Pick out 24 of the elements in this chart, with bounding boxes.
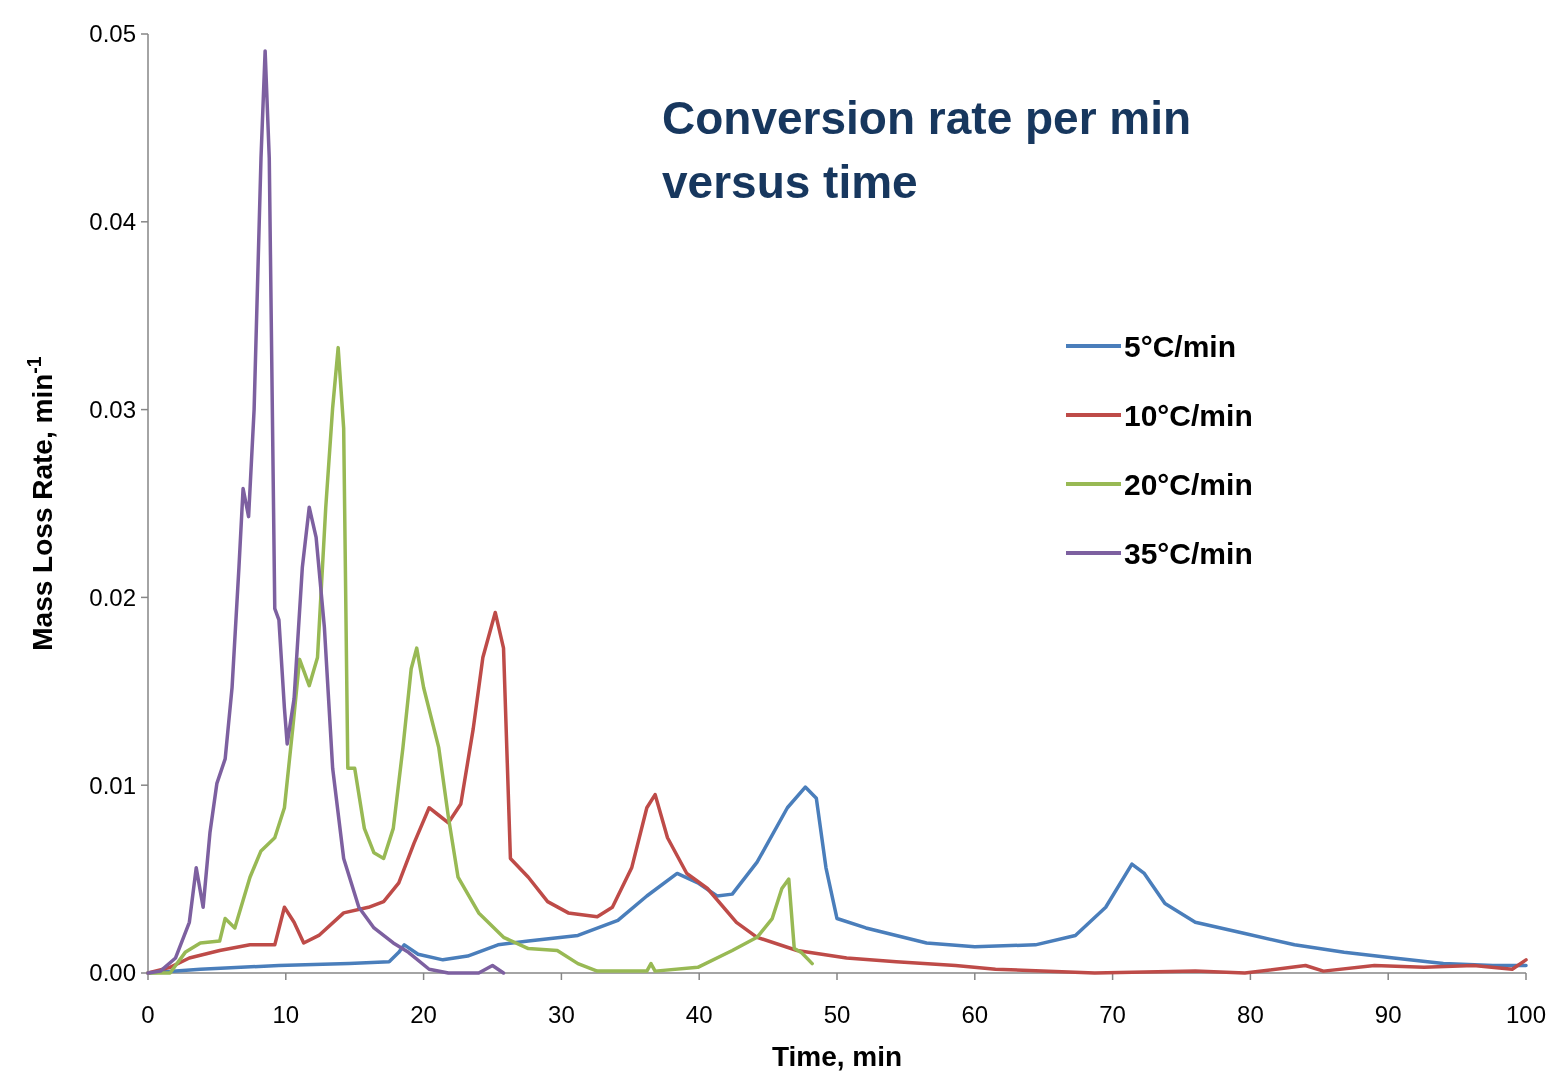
x-tick-label: 50: [823, 1001, 851, 1028]
y-tick-label: 0.00: [89, 959, 136, 987]
y-tick-label: 0.04: [89, 208, 136, 236]
y-tick-label: 0.01: [89, 771, 136, 799]
x-tick-label: 20: [410, 1001, 437, 1028]
x-axis-title: Time, min: [771, 1041, 903, 1072]
x-tick-label: 60: [961, 1001, 989, 1028]
y-tick-label: 0.03: [89, 396, 136, 423]
text: Conversion rate per min versus time: [662, 92, 1192, 208]
legend-label: 5°C/min: [1124, 329, 1237, 363]
legend-label: 35°C/min: [1124, 536, 1253, 570]
line-series: [146, 49, 506, 975]
y-tick-label: 0.05: [89, 20, 136, 48]
x-tick-label: 10: [272, 1001, 300, 1028]
x-tick-label: 100: [1505, 1001, 1547, 1028]
y-tick-label: 0.02: [89, 583, 136, 611]
x-tick-label: 80: [1237, 1001, 1264, 1028]
x-tick-label: 90: [1374, 1001, 1402, 1028]
x-tick-label: 40: [685, 1001, 713, 1028]
legend-label: 10°C/min: [1124, 398, 1253, 432]
legend-label: 20°C/min: [1124, 467, 1253, 501]
x-tick-label: 0: [141, 1001, 155, 1028]
x-tick-label: 70: [1099, 1001, 1126, 1028]
x-tick-label: 30: [548, 1001, 575, 1028]
